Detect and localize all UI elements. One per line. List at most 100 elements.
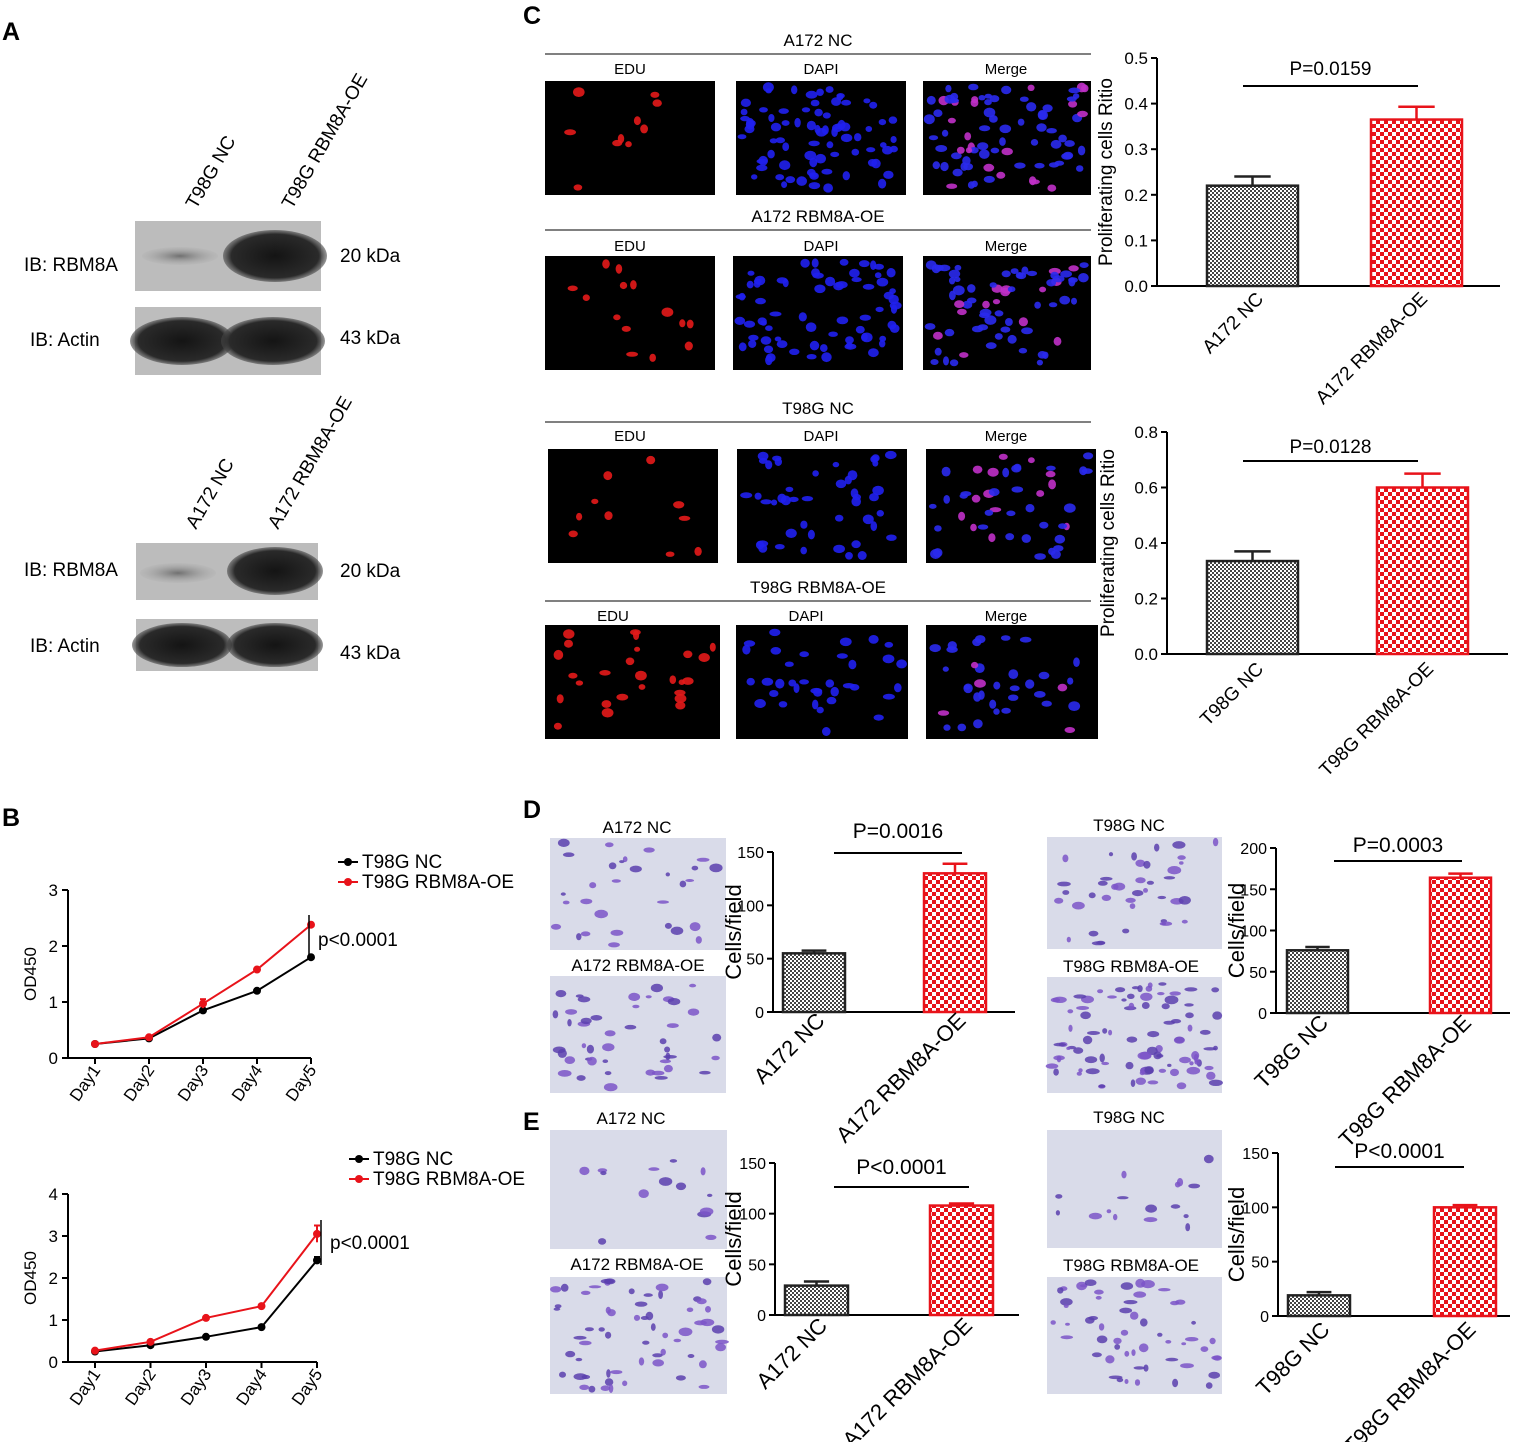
cell-nucleus (830, 686, 839, 697)
stained-cell (1141, 1002, 1150, 1009)
stained-cell (1143, 888, 1148, 893)
stained-cell (652, 1353, 663, 1358)
stained-cell (1161, 1003, 1170, 1010)
cell-nucleus (889, 145, 898, 153)
cell-nucleus (591, 498, 599, 505)
cell-nucleus (1036, 359, 1043, 366)
bar-chart-c-bottom: 0.0 0.2 0.4 0.6 0.8 Proliferating cells Ritio… (1098, 423, 1508, 781)
cell-nucleus (1057, 683, 1068, 692)
stained-cell (1124, 1350, 1130, 1357)
cell-nucleus (831, 97, 842, 106)
stained-cell (1094, 1289, 1104, 1295)
cell-nucleus (989, 95, 1000, 103)
cell-nucleus (634, 646, 641, 652)
cell-nucleus (740, 108, 748, 116)
stained-cell (1147, 1031, 1160, 1038)
cell-nucleus (963, 683, 973, 694)
cell-nucleus (831, 127, 838, 137)
stained-cell (699, 1070, 711, 1075)
micrograph-group-title: A172 NC (784, 31, 853, 50)
cell-nucleus (1050, 139, 1062, 149)
cell-nucleus (810, 99, 820, 107)
cell-nucleus (962, 156, 971, 166)
cell-nucleus (1052, 275, 1065, 283)
cell-nucleus (826, 141, 834, 149)
stained-cell (600, 1278, 615, 1284)
cell-nucleus (686, 319, 694, 329)
data-point (146, 1337, 155, 1346)
stained-cell (663, 1064, 673, 1073)
stained-cell (1107, 995, 1117, 999)
cell-nucleus (775, 174, 785, 181)
stained-cell (1098, 1323, 1105, 1331)
y-tick-label: 3 (49, 881, 58, 900)
stained-cell (579, 1340, 592, 1346)
stained-cell (1204, 1065, 1214, 1071)
y-tick-label: 50 (746, 952, 764, 969)
cell-nucleus (1000, 287, 1011, 297)
cell-nucleus (1041, 700, 1052, 707)
stained-cell (559, 1371, 566, 1378)
cell-nucleus (896, 659, 907, 669)
cell-nucleus (809, 340, 820, 351)
x-tick-label: T98G RBM8A-OE (1316, 659, 1438, 781)
cell-nucleus (737, 134, 747, 140)
cell-nucleus (873, 714, 884, 721)
cell-nucleus (989, 699, 997, 709)
stained-cell (694, 1320, 707, 1326)
stained-cell (580, 898, 593, 905)
cell-nucleus (812, 470, 819, 477)
stained-cell (594, 909, 608, 919)
cell-nucleus (776, 277, 788, 284)
cell-nucleus (941, 466, 951, 477)
cell-nucleus (754, 492, 762, 500)
legend-marker (355, 1155, 363, 1163)
panel-label-e: E (523, 1108, 540, 1136)
stained-cell (634, 1301, 648, 1307)
cell-nucleus (996, 171, 1006, 179)
cell-nucleus (1050, 550, 1061, 559)
cell-nucleus (1007, 334, 1017, 344)
x-tick-label: Day2 (120, 1061, 158, 1104)
cell-nucleus (743, 320, 756, 328)
stained-cell (1117, 1196, 1129, 1200)
cell-nucleus (871, 158, 881, 169)
cell-nucleus (1010, 268, 1019, 274)
stained-cell (659, 1038, 667, 1045)
blot-band (142, 247, 218, 265)
cell-nucleus (878, 119, 887, 126)
stained-cell (564, 1056, 576, 1064)
cell-nucleus (568, 672, 578, 679)
cell-nucleus (835, 281, 848, 289)
stained-cell (1138, 1343, 1149, 1353)
stained-cell (1127, 993, 1135, 999)
x-tick-label: Day4 (228, 1061, 266, 1104)
cell-nucleus (683, 650, 693, 659)
x-tick-label: T98G RBM8A-OE (1334, 1010, 1476, 1152)
cell-nucleus (665, 551, 675, 557)
stained-cell (658, 1290, 663, 1299)
cell-nucleus (801, 496, 814, 502)
cell-nucleus (968, 83, 979, 91)
cell-nucleus (949, 359, 959, 367)
y-tick-label: 0.8 (1134, 423, 1158, 442)
cell-nucleus (998, 453, 1008, 460)
stained-cell (1055, 1210, 1060, 1216)
cell-nucleus (784, 661, 794, 667)
stained-cell (1063, 1304, 1069, 1308)
bar (1205, 184, 1300, 288)
stained-cell (1199, 1029, 1211, 1035)
cell-nucleus (821, 352, 832, 363)
cell-nucleus (882, 654, 895, 664)
cell-nucleus (894, 683, 902, 693)
stained-cell (696, 1298, 707, 1305)
stained-cell (1143, 1364, 1149, 1372)
y-tick-label: 2 (49, 1269, 58, 1288)
stained-cell (1154, 843, 1160, 852)
cell-nucleus (999, 137, 1006, 146)
x-tick-label: Day1 (66, 1365, 104, 1408)
cell-nucleus (933, 331, 943, 340)
cell-nucleus (1011, 464, 1022, 473)
stained-cell (632, 1004, 640, 1009)
